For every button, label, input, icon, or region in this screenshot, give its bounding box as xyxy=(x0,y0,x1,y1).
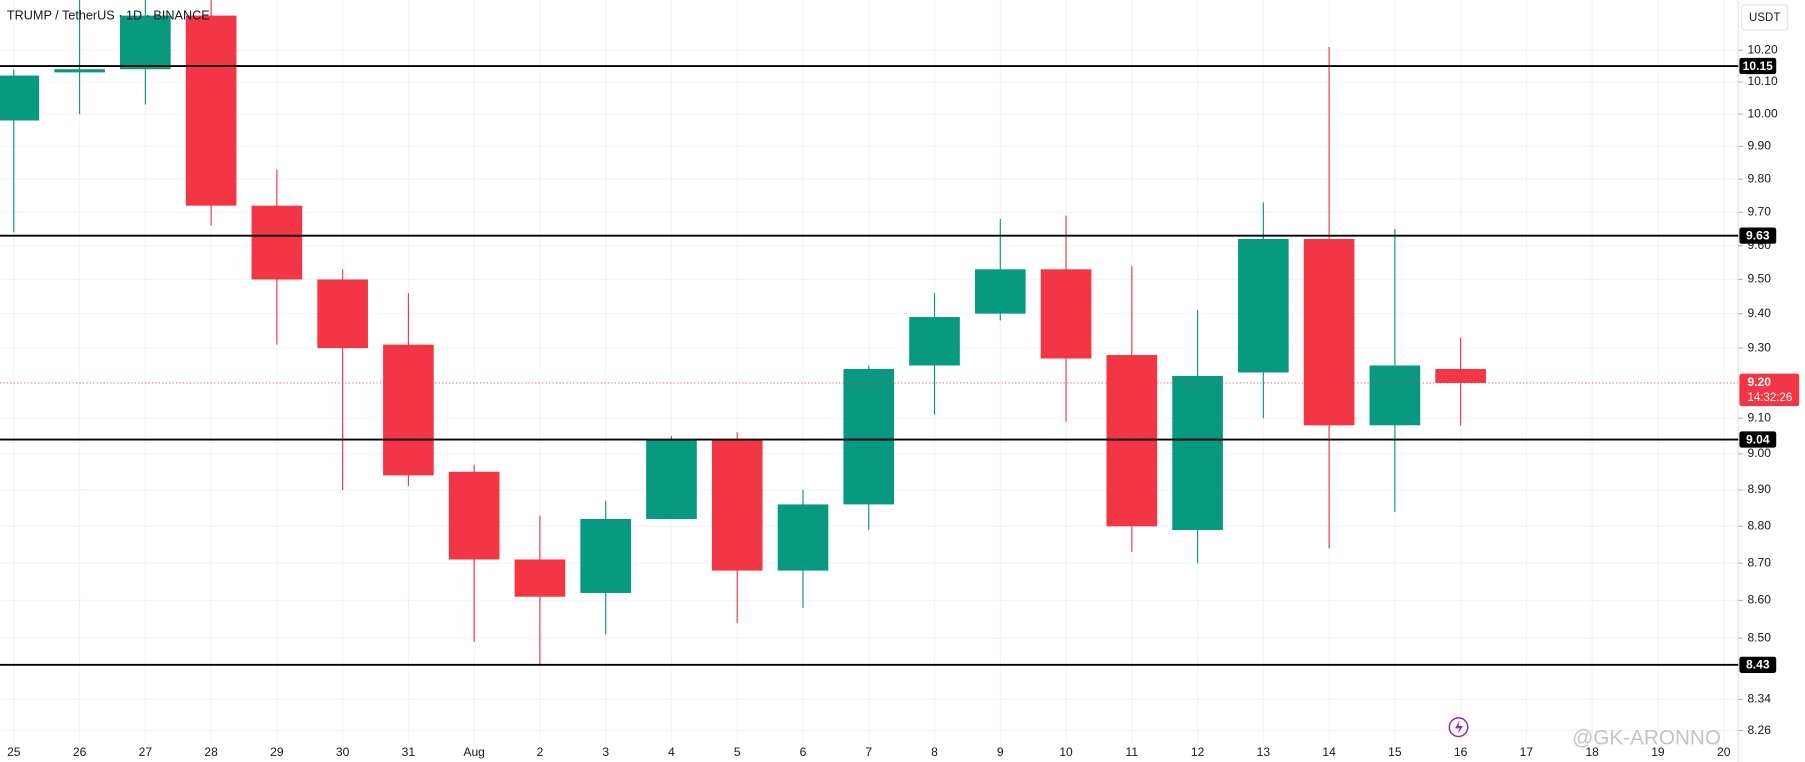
x-tick-label: 25 xyxy=(7,745,21,759)
candle-body xyxy=(185,15,237,206)
x-tick-label: 13 xyxy=(1257,745,1271,759)
y-tick-label: 10.20 xyxy=(1747,42,1777,56)
y-tick-label: 8.90 xyxy=(1747,482,1771,496)
x-tick-label: 29 xyxy=(270,745,284,759)
x-tick-label: 31 xyxy=(402,745,416,759)
lightning-icon[interactable] xyxy=(1448,717,1469,738)
candle-body xyxy=(711,439,763,571)
y-tick-label: 9.50 xyxy=(1747,272,1771,286)
candle-body xyxy=(646,439,697,519)
x-tick-label: 12 xyxy=(1191,745,1205,759)
currency-button[interactable] xyxy=(1741,4,1789,31)
x-tick-label: 5 xyxy=(734,745,741,759)
candle-body xyxy=(1369,365,1421,426)
x-tick-label: Aug xyxy=(463,745,484,759)
x-tick-label: 28 xyxy=(204,745,218,759)
level-label: 9.04 xyxy=(1746,432,1770,446)
x-tick-label: 18 xyxy=(1585,745,1599,759)
last-price-bg xyxy=(1739,373,1800,407)
level-label: 9.63 xyxy=(1746,228,1770,242)
x-tick-label: 27 xyxy=(139,745,153,759)
x-tick-label: 4 xyxy=(668,745,675,759)
x-tick-label: 20 xyxy=(1717,745,1731,759)
candle-body xyxy=(120,15,171,70)
x-tick-label: 19 xyxy=(1651,745,1665,759)
x-tick-label: 9 xyxy=(997,745,1004,759)
y-tick-label: 8.50 xyxy=(1747,630,1771,644)
level-label-bg xyxy=(1739,431,1777,448)
y-tick-label: 8.80 xyxy=(1747,518,1771,532)
candle-body xyxy=(1040,269,1092,359)
x-tick-label: 11 xyxy=(1126,745,1139,759)
x-tick-label: 16 xyxy=(1454,745,1468,759)
lightning-glyph xyxy=(1455,720,1464,735)
x-tick-label: 30 xyxy=(336,745,350,759)
level-label-bg xyxy=(1739,656,1777,673)
y-tick-label: 9.80 xyxy=(1747,171,1771,185)
y-tick-label: 8.60 xyxy=(1747,593,1771,607)
x-tick-label: 14 xyxy=(1322,745,1336,759)
candle-body xyxy=(383,344,434,476)
level-label: 10.15 xyxy=(1743,59,1773,73)
candle-body xyxy=(317,279,368,349)
countdown-label: 14:32:26 xyxy=(1747,392,1792,404)
y-tick-label: 9.90 xyxy=(1747,139,1771,153)
y-tick-label: 9.10 xyxy=(1747,410,1771,424)
chart-title: TRUMP / TetherUS · 1D · BINANCE xyxy=(7,8,210,23)
candle-body xyxy=(1435,368,1486,383)
x-tick-label: 26 xyxy=(73,745,87,759)
y-tick-label: 8.70 xyxy=(1747,555,1771,569)
candle-body xyxy=(1238,238,1289,373)
level-label-bg xyxy=(1739,227,1777,244)
x-tick-label: 15 xyxy=(1388,745,1402,759)
level-label-bg xyxy=(1739,57,1777,75)
candle-body xyxy=(251,205,303,280)
y-tick-label: 8.26 xyxy=(1747,723,1771,737)
candle-body xyxy=(909,317,960,366)
candle-body xyxy=(448,471,500,560)
y-tick-label: 8.34 xyxy=(1747,692,1771,706)
candle-body xyxy=(1172,375,1223,530)
candle-body xyxy=(1106,355,1158,527)
y-tick-label: 9.30 xyxy=(1747,340,1771,354)
candle-body xyxy=(580,518,632,593)
y-tick-label: 10.10 xyxy=(1747,74,1777,88)
x-tick-label: 7 xyxy=(865,745,872,759)
x-tick-label: 17 xyxy=(1520,745,1534,759)
candle-body xyxy=(54,69,105,73)
candle-body xyxy=(0,75,40,121)
x-tick-label: 2 xyxy=(537,745,544,759)
candle-body xyxy=(843,368,895,505)
candle-body xyxy=(1303,238,1355,426)
watermark: @GK-ARONNO xyxy=(1572,726,1721,749)
x-tick-label: 10 xyxy=(1059,745,1073,759)
candle-body xyxy=(514,559,566,597)
y-tick-label: 10.00 xyxy=(1747,106,1777,120)
candle-body xyxy=(974,269,1026,314)
last-price-label: 9.20 xyxy=(1747,375,1771,389)
x-tick-label: 3 xyxy=(602,745,609,759)
y-tick-label: 9.70 xyxy=(1747,204,1771,218)
candle-body xyxy=(777,504,829,571)
x-tick-label: 8 xyxy=(931,745,938,759)
y-tick-label: 9.40 xyxy=(1747,306,1771,320)
currency-label[interactable]: USDT xyxy=(1749,12,1780,24)
level-label: 8.43 xyxy=(1746,658,1770,672)
x-tick-label: 6 xyxy=(800,745,807,759)
y-tick-label: 9.00 xyxy=(1747,446,1771,460)
